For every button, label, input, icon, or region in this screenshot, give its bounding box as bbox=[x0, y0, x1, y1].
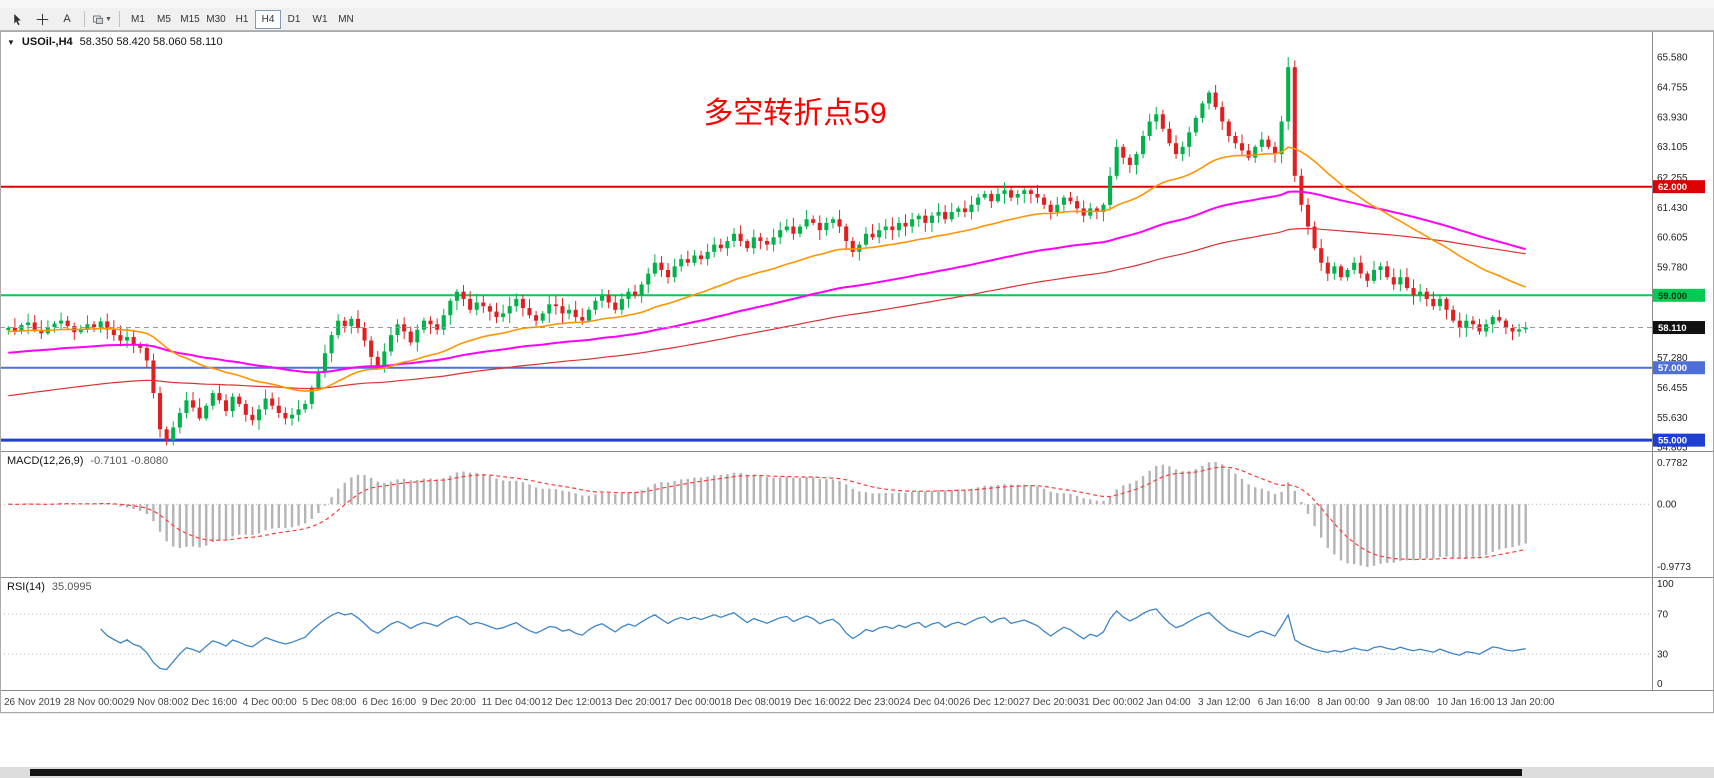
macd-panel: 0.7782 0.00 -0.9773 bbox=[0, 458, 1691, 573]
price-chart-canvas[interactable]: 多空转折点59 65.580 64.755 63.930 63.105 62.255 61.… bbox=[0, 31, 1714, 713]
svg-text:30: 30 bbox=[1657, 650, 1669, 661]
price-axis[interactable]: 65.580 64.755 63.930 63.105 62.255 61.430 60.6… bbox=[1653, 53, 1705, 454]
svg-text:24 Dec 04:00: 24 Dec 04:00 bbox=[900, 697, 960, 708]
svg-text:11 Dec 04:00: 11 Dec 04:00 bbox=[482, 697, 541, 708]
svg-text:26 Nov 2019: 26 Nov 2019 bbox=[4, 697, 61, 708]
svg-text:29 Nov 08:00: 29 Nov 08:00 bbox=[123, 697, 183, 708]
svg-text:-0.9773: -0.9773 bbox=[1657, 562, 1691, 573]
svg-text:28 Nov 00:00: 28 Nov 00:00 bbox=[64, 697, 124, 708]
shapes-icon bbox=[93, 15, 103, 24]
toolbar-separator bbox=[84, 11, 85, 27]
svg-text:6 Jan 16:00: 6 Jan 16:00 bbox=[1258, 697, 1311, 708]
svg-text:10 Jan 16:00: 10 Jan 16:00 bbox=[1437, 697, 1495, 708]
crosshair-icon bbox=[36, 13, 48, 25]
toolbar-separator bbox=[119, 11, 120, 27]
window-bottom-area bbox=[0, 713, 1714, 767]
timeframe-button-m15[interactable]: M15 bbox=[177, 10, 203, 29]
svg-text:55.630: 55.630 bbox=[1657, 413, 1688, 424]
svg-text:27 Dec 20:00: 27 Dec 20:00 bbox=[1019, 697, 1079, 708]
svg-text:5 Dec 08:00: 5 Dec 08:00 bbox=[303, 697, 357, 708]
chevron-down-icon: ▼ bbox=[105, 15, 112, 23]
shapes-tool-button[interactable]: ▼ bbox=[90, 10, 114, 29]
svg-text:13 Dec 20:00: 13 Dec 20:00 bbox=[601, 697, 661, 708]
svg-text:58.110: 58.110 bbox=[1658, 323, 1687, 334]
svg-text:26 Dec 12:00: 26 Dec 12:00 bbox=[959, 697, 1019, 708]
svg-text:4 Dec 00:00: 4 Dec 00:00 bbox=[243, 697, 297, 708]
toolbar: A ▼ M1 M5 M15 M30 H1 H4 D1 W1 MN bbox=[0, 8, 1714, 31]
svg-text:3 Jan 12:00: 3 Jan 12:00 bbox=[1198, 697, 1251, 708]
svg-text:64.755: 64.755 bbox=[1657, 82, 1688, 93]
candlestick-series bbox=[6, 57, 1528, 446]
crosshair-tool-button[interactable] bbox=[30, 10, 54, 29]
svg-text:62.255: 62.255 bbox=[1657, 173, 1688, 184]
pointer-icon bbox=[13, 13, 21, 25]
svg-text:17 Dec 00:00: 17 Dec 00:00 bbox=[661, 697, 721, 708]
pointer-tool-button[interactable] bbox=[5, 10, 29, 29]
ma-fast-orange bbox=[8, 146, 1526, 392]
svg-text:2 Jan 04:00: 2 Jan 04:00 bbox=[1138, 697, 1191, 708]
svg-text:18 Dec 08:00: 18 Dec 08:00 bbox=[720, 697, 780, 708]
svg-text:59.780: 59.780 bbox=[1657, 263, 1688, 274]
svg-text:12 Dec 12:00: 12 Dec 12:00 bbox=[541, 697, 601, 708]
svg-text:9 Dec 20:00: 9 Dec 20:00 bbox=[422, 697, 476, 708]
svg-text:70: 70 bbox=[1657, 610, 1669, 621]
svg-text:59.000: 59.000 bbox=[1658, 291, 1687, 302]
timeframe-group: M1 M5 M15 M30 H1 H4 D1 W1 MN bbox=[125, 9, 359, 29]
ma-slow-red bbox=[8, 227, 1526, 397]
svg-text:2 Dec 16:00: 2 Dec 16:00 bbox=[183, 697, 237, 708]
timeframe-button-h4[interactable]: H4 bbox=[255, 9, 281, 29]
bottom-bar bbox=[30, 769, 1522, 776]
chart-window: 多空转折点59 65.580 64.755 63.930 63.105 62.255 61.… bbox=[0, 31, 1714, 713]
chart-annotation: 多空转折点59 bbox=[703, 97, 886, 130]
timeframe-button-m5[interactable]: M5 bbox=[151, 10, 177, 29]
svg-text:100: 100 bbox=[1657, 579, 1674, 590]
timeframe-button-mn[interactable]: MN bbox=[333, 10, 359, 29]
svg-text:56.455: 56.455 bbox=[1657, 383, 1688, 394]
svg-text:19 Dec 16:00: 19 Dec 16:00 bbox=[780, 697, 840, 708]
svg-text:0.7782: 0.7782 bbox=[1657, 458, 1688, 469]
chart-borders bbox=[0, 31, 1714, 713]
timeframe-button-h1[interactable]: H1 bbox=[229, 10, 255, 29]
horizontal-level-lines bbox=[0, 185, 1652, 442]
rsi-panel: 100 70 30 0 bbox=[0, 579, 1674, 690]
svg-text:62.000: 62.000 bbox=[1658, 182, 1687, 193]
svg-text:22 Dec 23:00: 22 Dec 23:00 bbox=[840, 697, 900, 708]
svg-text:多空转折点59: 多空转折点59 bbox=[703, 97, 886, 130]
text-tool-button[interactable]: A bbox=[55, 10, 79, 29]
svg-text:60.605: 60.605 bbox=[1657, 233, 1688, 244]
svg-text:55.000: 55.000 bbox=[1658, 436, 1687, 447]
svg-text:65.580: 65.580 bbox=[1657, 53, 1688, 64]
svg-text:0.00: 0.00 bbox=[1657, 500, 1677, 511]
svg-text:57.280: 57.280 bbox=[1657, 353, 1688, 364]
window-top-strip bbox=[0, 0, 1714, 8]
svg-text:63.930: 63.930 bbox=[1657, 112, 1688, 123]
timeframe-button-m1[interactable]: M1 bbox=[125, 10, 151, 29]
timeframe-button-m30[interactable]: M30 bbox=[203, 10, 229, 29]
ma-mid-magenta bbox=[8, 190, 1526, 374]
svg-text:31 Dec 00:00: 31 Dec 00:00 bbox=[1079, 697, 1139, 708]
svg-text:57.000: 57.000 bbox=[1658, 363, 1687, 374]
bottom-strip bbox=[0, 767, 1714, 778]
svg-text:54.805: 54.805 bbox=[1657, 443, 1688, 454]
svg-text:61.430: 61.430 bbox=[1657, 203, 1688, 214]
timeframe-button-d1[interactable]: D1 bbox=[281, 10, 307, 29]
timeframe-button-w1[interactable]: W1 bbox=[307, 10, 333, 29]
time-axis[interactable]: 26 Nov 2019 28 Nov 00:00 29 Nov 08:00 2 Dec… bbox=[4, 697, 1555, 708]
svg-text:6 Dec 16:00: 6 Dec 16:00 bbox=[362, 697, 416, 708]
svg-text:8 Jan 00:00: 8 Jan 00:00 bbox=[1317, 697, 1370, 708]
svg-text:9 Jan 08:00: 9 Jan 08:00 bbox=[1377, 697, 1430, 708]
svg-text:0: 0 bbox=[1657, 679, 1663, 690]
svg-text:63.105: 63.105 bbox=[1657, 142, 1688, 153]
moving-averages bbox=[8, 146, 1526, 397]
svg-text:13 Jan 20:00: 13 Jan 20:00 bbox=[1497, 697, 1555, 708]
